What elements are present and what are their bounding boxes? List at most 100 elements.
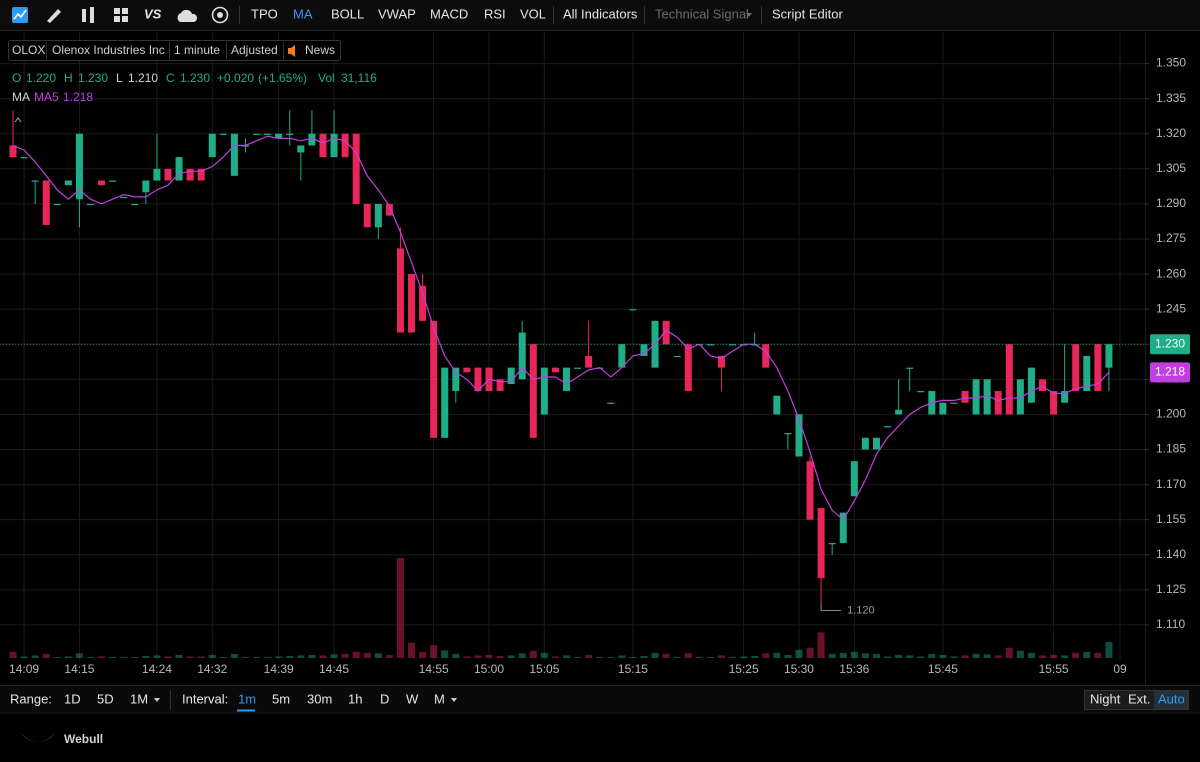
volume-bar bbox=[208, 654, 216, 658]
candle-body bbox=[164, 168, 172, 181]
candle-body bbox=[75, 133, 83, 200]
volume-bar bbox=[142, 655, 150, 658]
volume-bar bbox=[53, 656, 61, 658]
legend-value: 1.220 bbox=[26, 71, 56, 85]
candle-body bbox=[983, 379, 991, 415]
interval-option[interactable]: 1h bbox=[348, 691, 362, 706]
range-option[interactable]: 5D bbox=[97, 691, 114, 706]
volume-bar bbox=[109, 656, 117, 658]
volume-bar bbox=[396, 558, 404, 658]
volume-bar bbox=[1027, 652, 1035, 658]
legend-value: 1.230 bbox=[78, 71, 108, 85]
candle-body bbox=[441, 367, 449, 438]
candle-icon[interactable] bbox=[82, 7, 94, 23]
volume-bar bbox=[308, 654, 316, 658]
volume-bar bbox=[9, 651, 17, 658]
x-tick-label: 15:55 bbox=[1039, 662, 1069, 676]
interval-option[interactable]: 5m bbox=[272, 691, 290, 706]
interval-option[interactable]: 1m bbox=[238, 691, 256, 706]
candle-body bbox=[330, 133, 338, 158]
layout-icon[interactable] bbox=[114, 8, 128, 22]
volume-bar bbox=[850, 651, 858, 658]
toolbar-item[interactable]: All Indicators bbox=[563, 6, 638, 21]
candle-body bbox=[850, 461, 858, 497]
overlay: 1.120 bbox=[0, 135, 1145, 616]
toolbar-item[interactable]: VOL bbox=[520, 6, 546, 21]
x-tick-label: 09 bbox=[1113, 662, 1127, 676]
y-tick-label: 1.320 bbox=[1156, 126, 1186, 140]
toolbar-item[interactable]: MACD bbox=[430, 6, 468, 21]
collapse-caret[interactable] bbox=[14, 117, 22, 123]
toolbar-item[interactable]: RSI bbox=[484, 6, 506, 21]
grid bbox=[0, 32, 1149, 685]
range-option[interactable]: 1M bbox=[130, 691, 148, 706]
draw-icon[interactable] bbox=[47, 9, 61, 23]
y-tick-label: 1.335 bbox=[1156, 91, 1186, 105]
candle-body bbox=[363, 203, 371, 228]
volume-bar bbox=[961, 655, 969, 658]
vs-icon[interactable]: VS bbox=[144, 6, 162, 21]
candle-body bbox=[42, 180, 50, 225]
volume-bar bbox=[972, 653, 980, 658]
interval-option[interactable]: 30m bbox=[307, 691, 332, 706]
x-tick-label: 14:39 bbox=[264, 662, 294, 676]
range-label: Range: bbox=[10, 691, 52, 706]
candle-body bbox=[53, 203, 61, 206]
toolbar-item[interactable]: TPO bbox=[251, 6, 278, 21]
volume-bar bbox=[872, 653, 880, 658]
symbol[interactable]: OLOX bbox=[12, 43, 45, 57]
candle-body bbox=[906, 367, 914, 369]
volume-bar bbox=[928, 653, 936, 658]
volume-bar bbox=[408, 642, 416, 658]
interval-option[interactable]: M bbox=[434, 691, 445, 706]
volume-bar bbox=[817, 632, 825, 658]
cloud-icon[interactable] bbox=[177, 9, 198, 22]
volume-bar bbox=[441, 650, 449, 658]
toolbar-item[interactable]: BOLL bbox=[331, 6, 364, 21]
session-option[interactable]: Ext. bbox=[1128, 691, 1150, 706]
candle-body bbox=[585, 355, 593, 368]
y-tick-label: 1.170 bbox=[1156, 477, 1186, 491]
range-option[interactable]: 1D bbox=[64, 691, 81, 706]
ma-group[interactable]: MA bbox=[12, 90, 30, 104]
candle-body bbox=[275, 133, 283, 139]
volume-bar bbox=[950, 656, 958, 658]
candle-body bbox=[861, 437, 869, 450]
volume-bar bbox=[884, 656, 892, 658]
session-option[interactable]: Auto bbox=[1158, 691, 1185, 706]
volume-bar bbox=[186, 656, 194, 658]
low-marker bbox=[820, 601, 842, 612]
candle-body bbox=[9, 145, 17, 158]
candle-body bbox=[452, 367, 460, 392]
volume-bar bbox=[1083, 651, 1091, 658]
volume-bar bbox=[640, 655, 648, 658]
legend-change-pct: (+1.65%) bbox=[258, 71, 307, 85]
candle-body bbox=[385, 203, 393, 216]
volume-bar bbox=[1050, 654, 1058, 658]
volume-bar bbox=[452, 653, 460, 658]
volume-bar bbox=[1072, 652, 1080, 658]
volume-bar bbox=[175, 654, 183, 658]
toolbar-item[interactable]: VWAP bbox=[378, 6, 416, 21]
interval-option[interactable]: D bbox=[380, 691, 389, 706]
candle-body bbox=[186, 168, 194, 181]
candle-body bbox=[773, 395, 781, 415]
replay-icon[interactable] bbox=[211, 6, 229, 24]
news[interactable]: News bbox=[305, 43, 335, 57]
toolbar-item[interactable]: MA bbox=[293, 6, 313, 21]
legend-value: 1.230 bbox=[180, 71, 210, 85]
toolbar-item[interactable]: Technical Signal bbox=[655, 6, 749, 21]
interval-option[interactable]: W bbox=[406, 691, 419, 706]
volume-bar bbox=[20, 656, 28, 658]
candle-body bbox=[662, 320, 670, 345]
candle-body bbox=[1061, 391, 1069, 403]
adjust[interactable]: Adjusted bbox=[231, 43, 278, 57]
y-tick-label: 1.290 bbox=[1156, 196, 1186, 210]
x-tick-label: 15:05 bbox=[529, 662, 559, 676]
candle-body bbox=[551, 367, 559, 373]
interval[interactable]: 1 minute bbox=[174, 43, 220, 57]
session-option[interactable]: Night bbox=[1090, 691, 1121, 706]
volume-bar bbox=[585, 654, 593, 658]
toolbar-item[interactable]: Script Editor bbox=[772, 6, 843, 21]
dropdown-caret bbox=[746, 13, 752, 17]
